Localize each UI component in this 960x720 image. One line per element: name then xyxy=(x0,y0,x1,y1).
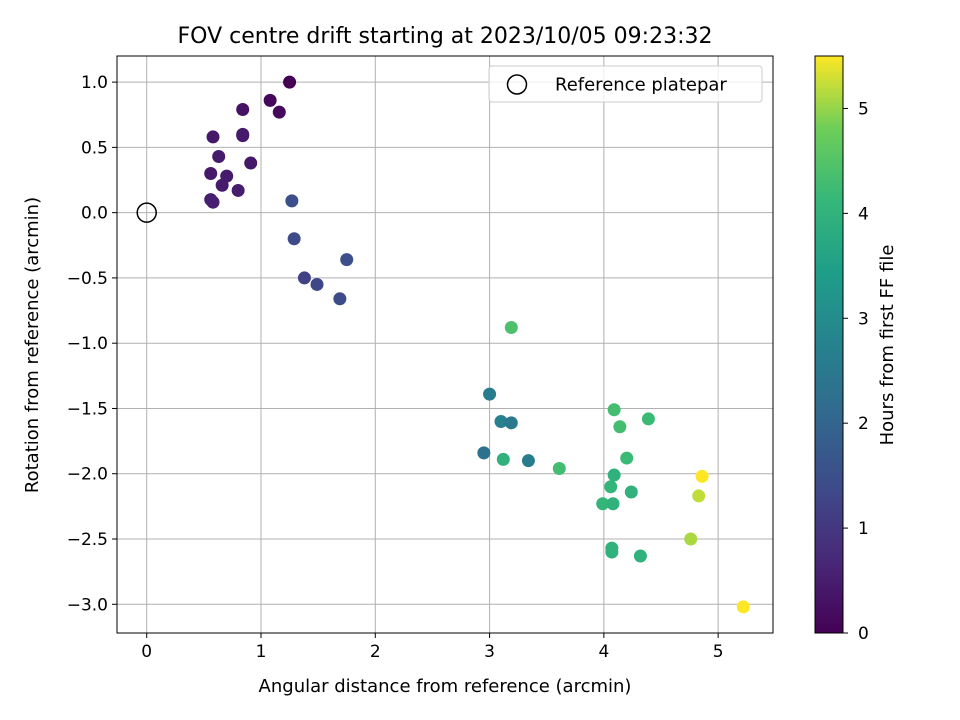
legend-hollow-circle-icon xyxy=(506,74,528,95)
data-point xyxy=(604,480,618,494)
y-tick-label: −3.0 xyxy=(67,595,108,615)
x-ticks: 0 1 2 3 4 5 xyxy=(141,633,724,662)
data-point xyxy=(215,178,229,192)
data-point xyxy=(204,166,218,180)
data-point xyxy=(692,489,706,503)
colorbar-tick-label: 3 xyxy=(858,309,869,329)
reference-layer xyxy=(136,202,157,223)
data-point xyxy=(236,103,250,117)
data-point xyxy=(633,549,647,563)
data-point xyxy=(695,469,709,483)
y-tick-label: 0.5 xyxy=(81,138,108,158)
data-point xyxy=(297,271,311,285)
colorbar-tick-label: 5 xyxy=(858,99,869,119)
y-ticks: 1.0 0.5 0.0 −0.5 −1.0 −1.5 −2.0 −2.5 −3.0 xyxy=(67,73,117,615)
data-point xyxy=(607,468,621,482)
data-point xyxy=(310,277,324,291)
data-point xyxy=(606,497,620,511)
data-point xyxy=(521,454,535,468)
data-point xyxy=(504,321,518,335)
data-point xyxy=(736,600,750,614)
legend: Reference platepar xyxy=(488,65,763,103)
legend-label: Reference platepar xyxy=(555,75,727,96)
chart-title: FOV centre drift starting at 2023/10/05 … xyxy=(178,24,713,49)
y-tick-label: 0.0 xyxy=(81,204,108,224)
colorbar-tick-label: 0 xyxy=(858,624,869,644)
data-point xyxy=(212,150,226,164)
x-tick-label: 1 xyxy=(256,642,267,662)
colorbar-ticks: 0 1 2 3 4 5 xyxy=(843,99,869,644)
colorbar: 0 1 2 3 4 5 Hours from first FF file xyxy=(814,55,898,644)
data-point xyxy=(613,420,627,434)
data-point xyxy=(504,416,518,430)
legend-box xyxy=(488,65,763,103)
y-tick-label: −1.0 xyxy=(67,334,108,354)
y-tick-label: 1.0 xyxy=(81,73,108,93)
colorbar-tick-label: 2 xyxy=(858,414,869,434)
data-point xyxy=(333,292,347,306)
x-axis-label: Angular distance from reference (arcmin) xyxy=(259,676,632,697)
x-tick-label: 2 xyxy=(370,642,381,662)
data-point xyxy=(236,127,250,141)
data-point xyxy=(477,446,491,460)
data-point xyxy=(624,485,638,499)
data-point xyxy=(496,452,510,466)
data-point xyxy=(285,194,299,208)
colorbar-tick-label: 1 xyxy=(858,519,869,539)
data-point xyxy=(287,232,301,246)
y-tick-label: −2.0 xyxy=(67,465,108,485)
y-tick-label: −1.5 xyxy=(67,399,108,419)
data-point xyxy=(607,403,621,417)
x-tick-label: 3 xyxy=(484,642,495,662)
data-point xyxy=(244,156,258,170)
data-point xyxy=(605,545,619,559)
plot-frame xyxy=(116,55,774,634)
data-point xyxy=(641,412,655,426)
data-point xyxy=(684,532,698,546)
data-point xyxy=(231,183,245,197)
colorbar-label: Hours from first FF file xyxy=(877,245,898,446)
data-point xyxy=(494,415,508,429)
colorbar-gradient xyxy=(814,55,844,634)
x-tick-label: 4 xyxy=(598,642,609,662)
data-point xyxy=(272,105,286,119)
y-axis-label: Rotation from reference (arcmin) xyxy=(22,197,43,493)
reference-platepar-marker xyxy=(136,202,157,223)
y-tick-label: −0.5 xyxy=(67,269,108,289)
data-point xyxy=(596,497,610,511)
grid xyxy=(117,56,773,633)
data-point xyxy=(340,253,354,267)
data-point xyxy=(206,130,220,144)
data-point xyxy=(206,195,220,209)
data-point xyxy=(620,451,634,465)
x-tick-label: 0 xyxy=(141,642,152,662)
data-point xyxy=(283,75,297,89)
data-point xyxy=(483,387,497,401)
data-points xyxy=(204,75,750,614)
colorbar-tick-label: 4 xyxy=(858,204,869,224)
data-point xyxy=(263,93,277,107)
x-tick-label: 5 xyxy=(713,642,724,662)
data-point xyxy=(552,462,566,476)
y-tick-label: −2.5 xyxy=(67,530,108,550)
